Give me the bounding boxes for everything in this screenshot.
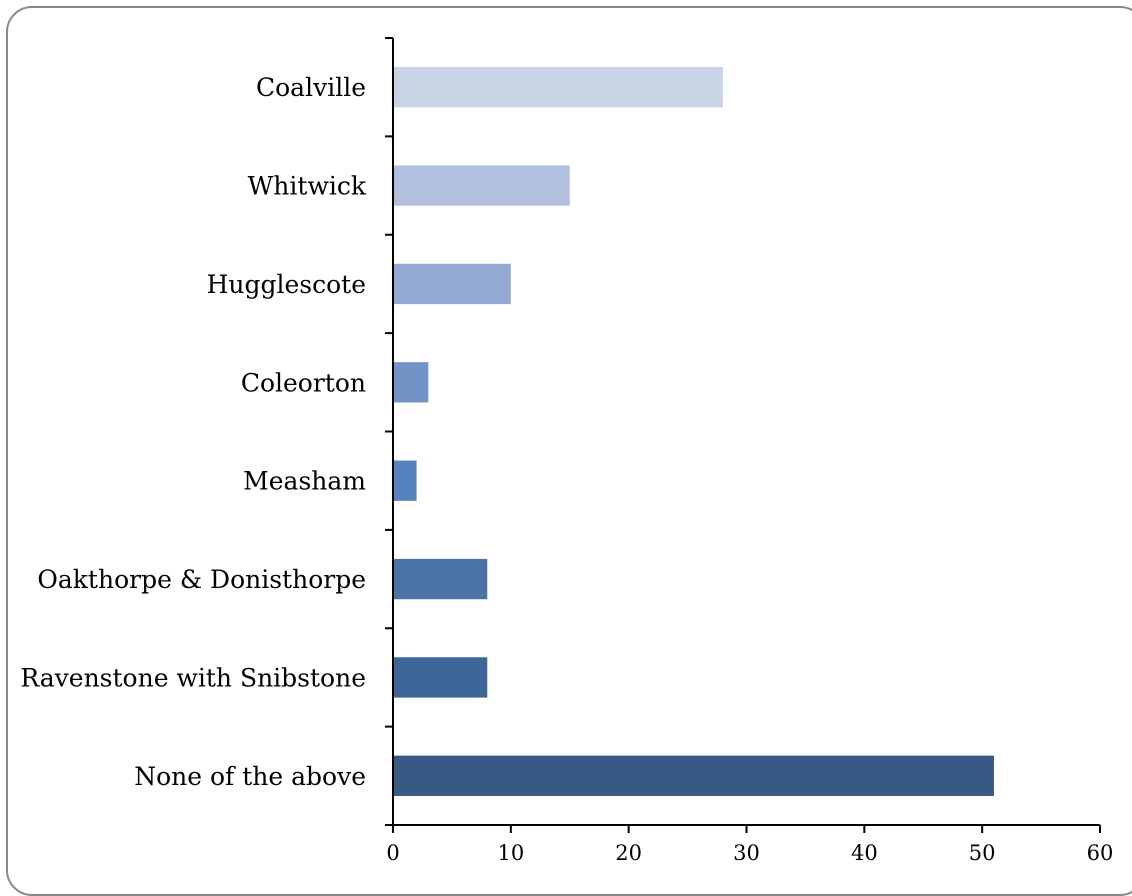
axes-group [392, 38, 1100, 826]
category-label-0: Coalville [256, 73, 366, 102]
bar-3 [394, 362, 429, 403]
bar-7 [394, 755, 994, 796]
category-label-1: Whitwick [248, 172, 367, 201]
bar-5 [394, 558, 488, 600]
x-tick-label-2: 20 [615, 841, 642, 865]
bars-group [394, 67, 994, 796]
x-tick-label-4: 40 [851, 841, 878, 865]
x-tick-label-1: 10 [497, 841, 524, 865]
ticks-group [385, 37, 1101, 833]
x-tick-label-0: 0 [386, 841, 399, 865]
bar-1 [394, 165, 570, 206]
category-label-6: Ravenstone with Snibstone [20, 663, 366, 692]
x-tick-label-5: 50 [969, 841, 996, 865]
category-label-3: Coleorton [241, 368, 366, 397]
x-tick-label-3: 30 [733, 841, 760, 865]
bar-6 [394, 657, 488, 698]
bar-0 [394, 67, 723, 108]
labels-group: Coalville Whitwick Hugglescote Coleorton Mea… [20, 73, 1113, 865]
bar-4 [394, 460, 417, 501]
category-label-4: Measham [243, 467, 366, 496]
category-label-2: Hugglescote [207, 270, 366, 299]
x-tick-label-6: 60 [1087, 841, 1114, 865]
category-label-5: Oakthorpe & Donisthorpe [37, 565, 366, 594]
bar-2 [394, 263, 511, 305]
category-label-7: None of the above [134, 762, 366, 791]
chart-frame [6, 6, 1132, 896]
